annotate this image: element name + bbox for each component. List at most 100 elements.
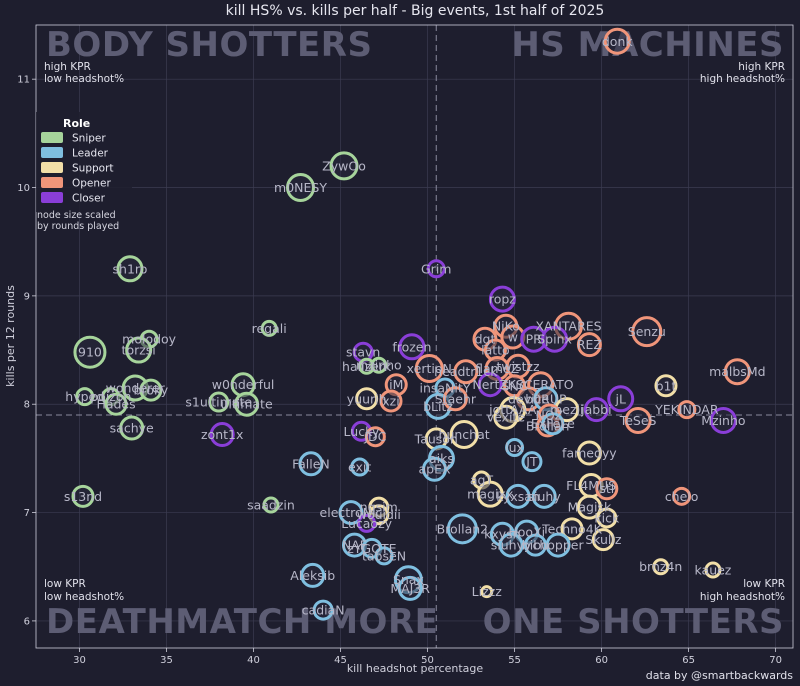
point-label-Brollan2: Brollan2	[437, 521, 489, 536]
point-label-Magisk: Magisk	[568, 500, 612, 515]
point-label-device: device	[508, 391, 549, 406]
point-label-HooXi: HooXi	[508, 525, 545, 540]
point-label-Spinx: Spinx	[537, 332, 572, 347]
point-FalleN	[298, 451, 324, 477]
point-apEX	[422, 456, 448, 482]
point-label-sachye: sachye	[110, 421, 154, 436]
point-yuurih	[355, 387, 379, 411]
point-label-electroNic: electroNic	[320, 505, 383, 520]
point-chopper	[545, 532, 571, 558]
point-label-ropz: ropz	[489, 292, 516, 307]
point-label-Snax: Snax	[393, 572, 424, 587]
point-xzi	[379, 389, 403, 413]
point-b1t	[654, 374, 678, 398]
point-malbsMd	[723, 358, 751, 386]
point-label-malbsMd: malbsMd	[709, 364, 765, 379]
point-hyped	[75, 387, 95, 407]
chart-title: kill HS% vs. kills per half - Big events…	[226, 3, 605, 19]
point-regali	[260, 319, 278, 337]
y-tick-label: 8	[24, 400, 30, 411]
point-Magisk	[576, 494, 602, 520]
point-label-kxysn: kxysn	[484, 527, 520, 542]
legend-note-line1: node size scaled	[37, 210, 116, 221]
point-exit	[350, 457, 370, 477]
point-label-poizon: poizon	[90, 389, 131, 404]
point-label-ZywOo: ZywOo	[322, 158, 366, 173]
point-brnz4n	[652, 558, 670, 576]
point-JDC	[364, 426, 386, 448]
point-Staehr	[442, 386, 468, 412]
point-TeSeS	[624, 406, 652, 434]
point-label-insaNitY: insaNitY	[419, 380, 470, 395]
point-cadiaN	[312, 599, 334, 621]
quadrant-br-line2: high headshot%	[700, 591, 785, 603]
point-sh1ro	[116, 255, 144, 283]
point-label-jL: jL	[614, 391, 625, 406]
x-tick-label: 65	[682, 655, 695, 666]
point-vexite	[493, 404, 519, 430]
point-label-chopper: chopper	[532, 538, 584, 553]
x-axis-label: kill headshot percentage	[347, 662, 484, 675]
point-label-twistzz: twistzz	[496, 359, 540, 374]
legend-label-leader: Leader	[72, 148, 109, 160]
point-s1ultimate	[208, 391, 230, 413]
y-tick-label: 7	[24, 508, 30, 519]
point-label-sti: sti	[599, 481, 614, 496]
quadrant-labels: BODY SHOTTERS HS MACHINES DEATHMATCH MOR…	[44, 25, 785, 642]
x-tick-label: 40	[247, 655, 260, 666]
point-label-kyxsan: kyxsan	[496, 489, 540, 504]
x-tick-label: 35	[160, 655, 173, 666]
point-Brollan2	[446, 513, 478, 545]
point-label-JT: JT	[525, 454, 538, 469]
legend-swatch-support	[41, 162, 63, 173]
point-s13nd	[71, 484, 95, 508]
point-label-jabbi: jabbi	[580, 402, 611, 417]
quadrant-tl-title: BODY SHOTTERS	[46, 25, 372, 65]
quadrant-tr-line1: high KPR	[738, 61, 785, 73]
point-label-sh1ro: sh1ro	[113, 261, 148, 276]
point-Grim	[426, 259, 446, 279]
point-label-NiKo: NiKo	[492, 319, 520, 334]
point-Spinx	[541, 325, 569, 353]
point-lux	[505, 438, 525, 458]
point-label-FalleN: FalleN	[292, 456, 330, 471]
quadrant-br-title: ONE SHOTTERS	[483, 602, 784, 642]
point-label-Lucaozy: Lucaozy	[341, 516, 392, 531]
point-label-vexite: vexite	[487, 410, 526, 425]
point-label-m0NESY: m0NESY	[274, 180, 327, 195]
point-label-broky: broky	[134, 383, 169, 398]
point-label-bibu: bibu	[522, 538, 549, 553]
point-label-Staehr: Staehr	[435, 391, 477, 406]
point-label-w: w	[508, 330, 518, 345]
x-tick-label: 60	[595, 655, 608, 666]
legend-swatch-opener	[41, 177, 63, 188]
legend-swatch-leader	[41, 147, 63, 158]
credit: data by @smartbackwards	[646, 669, 793, 682]
point-ExFeLe	[541, 412, 565, 436]
y-axis-label: kills per 12 rounds	[4, 285, 17, 387]
y-tick-label: 9	[24, 291, 30, 302]
point-label-siuhyy: siuhyy	[491, 538, 532, 553]
quadrant-tl-line1: high KPR	[44, 61, 91, 73]
point-siuhy	[531, 483, 557, 509]
point-electroNic	[338, 500, 364, 526]
quadrant-tr-line2: high headshot%	[700, 73, 785, 85]
point-tabseN	[374, 546, 394, 566]
quadrant-bl-title: DEATHMATCH MORE	[46, 602, 438, 642]
point-label-latto: latto	[481, 343, 510, 358]
point-NertZ	[477, 372, 503, 398]
point-label-wonderer: wonderer	[106, 380, 166, 395]
point-label-molodoy: molodoy	[122, 332, 177, 347]
point-label-zYGOTE: zYGOTE	[347, 541, 396, 556]
point-label-apEX: apEX	[418, 462, 450, 477]
point-label-JDC: JDC	[363, 429, 386, 444]
point-label-zont1x: zont1x	[201, 427, 243, 442]
point-broky	[139, 378, 163, 402]
point-hunchat	[449, 420, 479, 450]
point-label-donk: donk	[602, 34, 634, 49]
point-xertioN	[414, 353, 444, 383]
point-label-Tauson: Tauson	[414, 431, 458, 446]
point-label-regali: regali	[252, 321, 287, 336]
point-Hades	[104, 392, 128, 416]
